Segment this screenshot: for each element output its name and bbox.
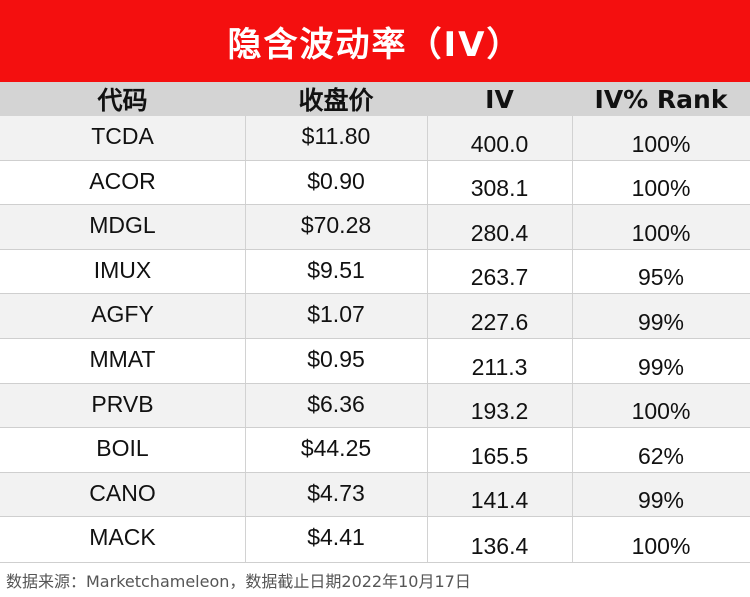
- column-divider: [427, 205, 428, 249]
- cell-iv-rank: 99%: [637, 353, 685, 380]
- cell-close-price: $4.73: [307, 479, 365, 506]
- column-divider: [427, 472, 428, 517]
- column-divider: [427, 116, 428, 160]
- column-divider: [572, 160, 573, 205]
- table-body: TCDA $11.80 400.0 100% ACOR $0.90 308.1 100% MDG…: [0, 116, 750, 562]
- table-row: ACOR $0.90 308.1 100%: [0, 160, 750, 206]
- cell-iv-rank: 99%: [637, 308, 685, 335]
- column-divider: [572, 116, 573, 160]
- table-row: MMAT $0.95 211.3 99%: [0, 338, 750, 384]
- cell-iv-rank: 100%: [631, 130, 691, 157]
- column-divider: [245, 116, 246, 160]
- cell-iv: 141.4: [470, 487, 529, 514]
- table-row: MACK $4.41 136.4 100%: [0, 517, 750, 562]
- cell-ticker: BOIL: [96, 435, 149, 462]
- column-divider: [572, 294, 573, 338]
- table-row: BOIL $44.25 165.5 62%: [0, 428, 750, 473]
- column-divider: [245, 294, 246, 338]
- cell-close-price: $0.95: [307, 345, 365, 372]
- cell-ticker: MMAT: [89, 345, 156, 372]
- cell-close-price: $9.51: [307, 256, 365, 283]
- column-divider: [572, 517, 573, 562]
- header-iv: IV: [485, 84, 514, 114]
- cell-iv-rank: 100%: [631, 398, 691, 425]
- cell-close-price: $0.90: [307, 167, 365, 194]
- column-divider: [245, 205, 246, 249]
- column-divider: [245, 517, 246, 562]
- header-iv-rank: IV% Rank: [594, 84, 728, 114]
- source-note: 数据来源：Marketchameleon，数据截止日期2022年10月17日: [0, 562, 750, 597]
- column-divider: [427, 160, 428, 205]
- cell-iv: 227.6: [470, 308, 529, 335]
- column-divider: [245, 160, 246, 205]
- cell-iv: 263.7: [470, 264, 529, 291]
- column-divider: [572, 472, 573, 517]
- cell-iv-rank: 95%: [637, 264, 685, 291]
- column-divider: [427, 338, 428, 383]
- title-banner: 隐含波动率（IV）: [0, 0, 750, 82]
- cell-iv: 165.5: [470, 442, 529, 469]
- cell-ticker: MACK: [89, 524, 156, 551]
- column-divider: [427, 294, 428, 338]
- cell-close-price: $70.28: [300, 212, 372, 239]
- table-title: 隐含波动率（IV）: [227, 24, 523, 65]
- cell-iv: 400.0: [470, 130, 529, 157]
- cell-ticker: MDGL: [89, 212, 156, 239]
- cell-iv-rank: 100%: [631, 532, 691, 559]
- table-row: IMUX $9.51 263.7 95%: [0, 249, 750, 295]
- column-divider: [245, 338, 246, 383]
- cell-iv: 280.4: [470, 219, 529, 246]
- cell-iv-rank: 100%: [631, 175, 691, 202]
- column-divider: [427, 517, 428, 562]
- table-row: MDGL $70.28 280.4 100%: [0, 205, 750, 250]
- cell-ticker: CANO: [89, 479, 156, 506]
- cell-ticker: PRVB: [91, 390, 154, 417]
- table-row: TCDA $11.80 400.0 100%: [0, 116, 750, 161]
- table-header: 代码 收盘价 IV IV% Rank: [0, 82, 750, 117]
- cell-iv-rank: 100%: [631, 219, 691, 246]
- column-divider: [572, 205, 573, 249]
- column-divider: [245, 472, 246, 517]
- column-divider: [427, 383, 428, 428]
- cell-iv-rank: 62%: [637, 442, 685, 469]
- cell-close-price: $4.41: [307, 524, 365, 551]
- cell-close-price: $11.80: [301, 123, 371, 149]
- cell-iv-rank: 99%: [637, 487, 685, 514]
- column-divider: [572, 383, 573, 428]
- cell-close-price: $1.07: [307, 301, 365, 328]
- cell-iv: 211.3: [471, 353, 528, 380]
- column-divider: [572, 249, 573, 294]
- column-divider: [427, 249, 428, 294]
- column-divider: [245, 383, 246, 428]
- column-divider: [245, 428, 246, 472]
- column-divider: [572, 338, 573, 383]
- cell-ticker: TCDA: [91, 123, 154, 149]
- cell-close-price: $6.36: [307, 390, 365, 417]
- header-close-price: 收盘价: [298, 86, 374, 115]
- column-divider: [245, 249, 246, 294]
- table-row: CANO $4.73 141.4 99%: [0, 472, 750, 518]
- cell-ticker: AGFY: [91, 301, 154, 328]
- column-divider: [572, 428, 573, 472]
- cell-iv: 308.1: [470, 175, 529, 202]
- cell-iv: 193.2: [470, 398, 529, 425]
- cell-ticker: IMUX: [93, 256, 152, 283]
- cell-close-price: $44.25: [300, 435, 372, 462]
- header-ticker: 代码: [97, 86, 148, 115]
- cell-iv: 136.4: [470, 532, 529, 559]
- table-row: PRVB $6.36 193.2 100%: [0, 383, 750, 429]
- cell-ticker: ACOR: [89, 167, 156, 194]
- column-divider: [427, 428, 428, 472]
- table-row: AGFY $1.07 227.6 99%: [0, 294, 750, 339]
